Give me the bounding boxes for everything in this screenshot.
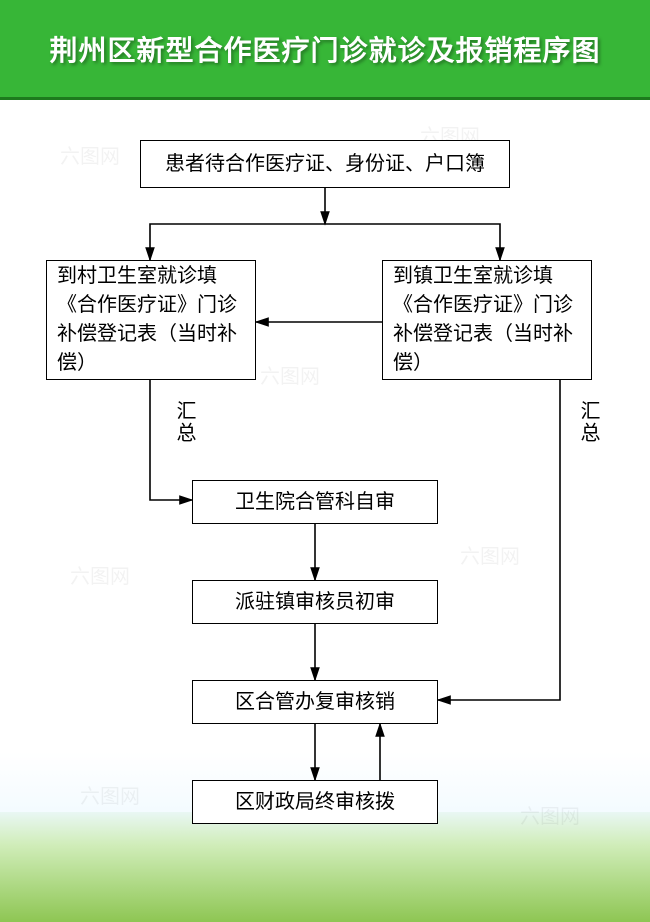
flowchart-edge (438, 380, 560, 700)
flowchart-node-n3: 到镇卫生室就诊填《合作医疗证》门诊补偿登记表（当时补偿） (382, 260, 592, 380)
flowchart-edge-label: 汇总 (574, 400, 603, 444)
flowchart-node-label: 卫生院合管科自审 (235, 488, 395, 517)
flowchart-canvas: 六图网 六图网 六图网 六图网 六图网 六图网 六图网 患者待合作医疗证、身份证… (0, 100, 650, 922)
flowchart-node-n6: 区合管办复审核销 (192, 680, 438, 724)
flowchart-node-n4: 卫生院合管科自审 (192, 480, 438, 524)
flowchart-edge (325, 224, 500, 260)
flowchart-node-n5: 派驻镇审核员初审 (192, 580, 438, 624)
flowchart-node-label: 派驻镇审核员初审 (235, 588, 395, 617)
watermark: 六图网 (70, 560, 130, 589)
flowchart-edge-label: 汇总 (170, 400, 199, 444)
flowchart-node-label: 到镇卫生室就诊填《合作医疗证》门诊补偿登记表（当时补偿） (393, 262, 581, 378)
watermark: 六图网 (260, 360, 320, 389)
decorative-ground (0, 812, 650, 922)
flowchart-node-n1: 患者待合作医疗证、身份证、户口簿 (140, 140, 510, 188)
flowchart-node-label: 到村卫生室就诊填《合作医疗证》门诊补偿登记表（当时补偿） (57, 262, 245, 378)
flowchart-node-label: 区合管办复审核销 (235, 688, 395, 717)
flowchart-node-label: 患者待合作医疗证、身份证、户口簿 (165, 150, 485, 179)
watermark: 六图网 (60, 140, 120, 169)
flowchart-node-label: 区财政局终审核拨 (235, 788, 395, 817)
flowchart-node-n7: 区财政局终审核拨 (192, 780, 438, 824)
page-title: 荆州区新型合作医疗门诊就诊及报销程序图 (49, 29, 600, 69)
header-banner: 荆州区新型合作医疗门诊就诊及报销程序图 (0, 0, 650, 100)
flowchart-edge (150, 224, 325, 260)
flowchart-node-n2: 到村卫生室就诊填《合作医疗证》门诊补偿登记表（当时补偿） (46, 260, 256, 380)
watermark: 六图网 (460, 540, 520, 569)
